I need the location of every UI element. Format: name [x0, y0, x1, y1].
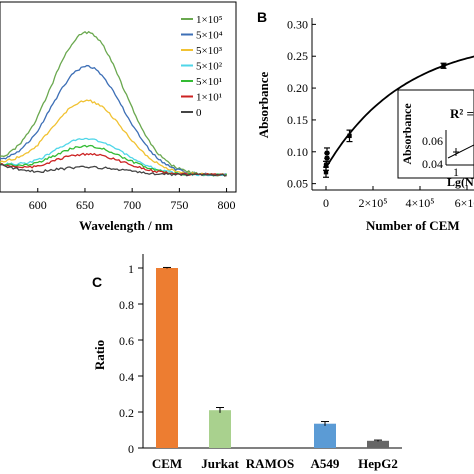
panel-b-inset-annotation: R² = [450, 106, 474, 121]
panel-c-y-ticks: 0 0.2 0.4 0.6 0.8 1 [119, 262, 143, 456]
panel-b-ytick-label-0: 0.05 [287, 177, 308, 191]
panel-a-legend-label-1: 5×10⁴ [196, 30, 223, 42]
panel-b-inset-xtick-0: 1 [453, 165, 459, 179]
panel-b-point-0 [323, 169, 329, 175]
panel-c-category-label-3: A549 [311, 456, 340, 471]
panel-b-inset-frame [397, 89, 474, 179]
panel-b-point-1 [323, 163, 329, 168]
panel-c-bar-4 [367, 440, 389, 448]
panel-c-ytick-label-5: 1 [128, 262, 134, 276]
panel-b-ytick-label-1: 0.10 [287, 145, 308, 159]
panel-b-ytick-label-3: 0.20 [287, 81, 308, 95]
panel-a-legend-label-3: 5×10² [196, 61, 223, 73]
panel-b-x-ticks: 0 2×10⁵ 4×10⁵ 6×10 [323, 186, 474, 210]
panel-b-ytick-label-5: 0.30 [287, 17, 308, 31]
panel-a-legend-entries: 1×10⁵ 5×10⁴ 5×10³ 5×10² 5×10¹ 1×10¹ 0 [181, 14, 223, 119]
panel-b-inset-ytick-1: 0.04 [422, 157, 443, 171]
panel-a-legend [178, 10, 232, 124]
panel-a-series-lines [0, 30, 228, 177]
panel-a-legend-label-4: 5×10¹ [196, 76, 222, 88]
panel-b-y-ticks: 0.05 0.10 0.15 0.20 0.25 0.30 [287, 17, 316, 191]
panel-c-ytick-label-3: 0.6 [119, 334, 134, 348]
panel-b-xtick-label-2: 4×10⁵ [406, 196, 435, 210]
panel-b-inset-fit-line [447, 144, 474, 159]
panel-c-bar-1 [209, 410, 231, 448]
panel-b-xtick-label-3: 6×10 [455, 196, 474, 210]
panel-b-xtick-label-0: 0 [323, 196, 329, 210]
panel-a-legend-label-2: 5×10³ [196, 45, 223, 57]
panel-a-x-ticks: 600 650 700 750 800 [29, 188, 236, 212]
panel-a-xtick-label-4: 800 [218, 198, 236, 212]
panel-a-x-axis-label: Wavelength / nm [79, 218, 173, 233]
panel-b-calibration-chart: B 0.05 0.10 0.15 0.20 0.25 0.30 0 2×10⁵ 4×10⁵ 6×… [256, 9, 474, 233]
panel-a-legend-label-6: 0 [196, 107, 202, 119]
panel-a-series-line-0 [0, 30, 227, 177]
panel-b-label: B [257, 9, 267, 25]
panel-b-inset-ytick-0: 0.06 [422, 134, 443, 148]
panel-b-data-points [323, 62, 447, 178]
panel-c-bar-0 [156, 268, 178, 448]
panel-a-plot-frame [0, 1, 237, 193]
panel-a-series-line-3 [0, 137, 227, 177]
panel-c-bar-3 [314, 423, 336, 448]
panel-a-series-line-6 [0, 163, 227, 177]
panel-b-ytick-label-2: 0.15 [287, 113, 308, 127]
panel-a-spectra-chart: 600 650 700 750 800 Wavelength / nm 1×10⁵ 5×1… [0, 1, 237, 233]
panel-a-series-line-4 [0, 144, 228, 177]
panel-c-category-label-2: RAMOS [246, 456, 294, 471]
panel-a-xtick-label-0: 600 [29, 198, 47, 212]
panel-c-y-axis-label: Ratio [92, 340, 107, 370]
panel-b-point-3 [324, 150, 330, 156]
panel-a-series-line-2 [0, 99, 228, 177]
panel-b-y-axis-label: Absorbance [256, 72, 271, 139]
panel-c-ytick-label-0: 0 [128, 442, 134, 456]
panel-c-ytick-label-1: 0.2 [119, 406, 134, 420]
panel-b-point-5 [441, 63, 446, 68]
panel-a-xtick-label-3: 750 [170, 198, 188, 212]
panel-c-ytick-label-2: 0.4 [119, 370, 134, 384]
panel-b-xtick-label-1: 2×10⁵ [359, 196, 388, 210]
panel-b-inset: R² = Absorbance 0.06 0.04 1 Lg(N [397, 89, 474, 189]
panel-c-category-label-0: CEM [152, 456, 182, 471]
panel-b-inset-x-label: Lg(N [447, 175, 474, 189]
panel-a-xtick-label-1: 650 [76, 198, 94, 212]
panel-a-legend-label-5: 1×10¹ [196, 92, 222, 104]
panel-b-x-axis-label: Number of CEM [366, 218, 460, 233]
panel-b-inset-y-label: Absorbance [400, 103, 414, 165]
panel-c-label: C [92, 274, 102, 290]
panel-b-fit-curve [325, 55, 474, 169]
panel-c-bars [156, 266, 389, 448]
panel-c-category-label-4: HepG2 [358, 456, 398, 471]
panel-a-legend-label-0: 1×10⁵ [196, 14, 223, 26]
panel-c-category-labels: CEM Jurkat RAMOS A549 HepG2 [152, 456, 398, 471]
panel-c-ytick-label-4: 0.8 [119, 298, 134, 312]
panel-c-selectivity-chart: C 0 0.2 0.4 0.6 0.8 1 CEM Jurkat RAMOS A549 HepG2… [92, 254, 402, 471]
panel-b-inset-point [453, 148, 459, 156]
panel-c-category-label-1: Jurkat [201, 456, 239, 471]
panel-a-xtick-label-2: 700 [123, 198, 141, 212]
panel-b-ytick-label-4: 0.25 [287, 49, 308, 63]
panel-b-point-4 [347, 133, 352, 139]
